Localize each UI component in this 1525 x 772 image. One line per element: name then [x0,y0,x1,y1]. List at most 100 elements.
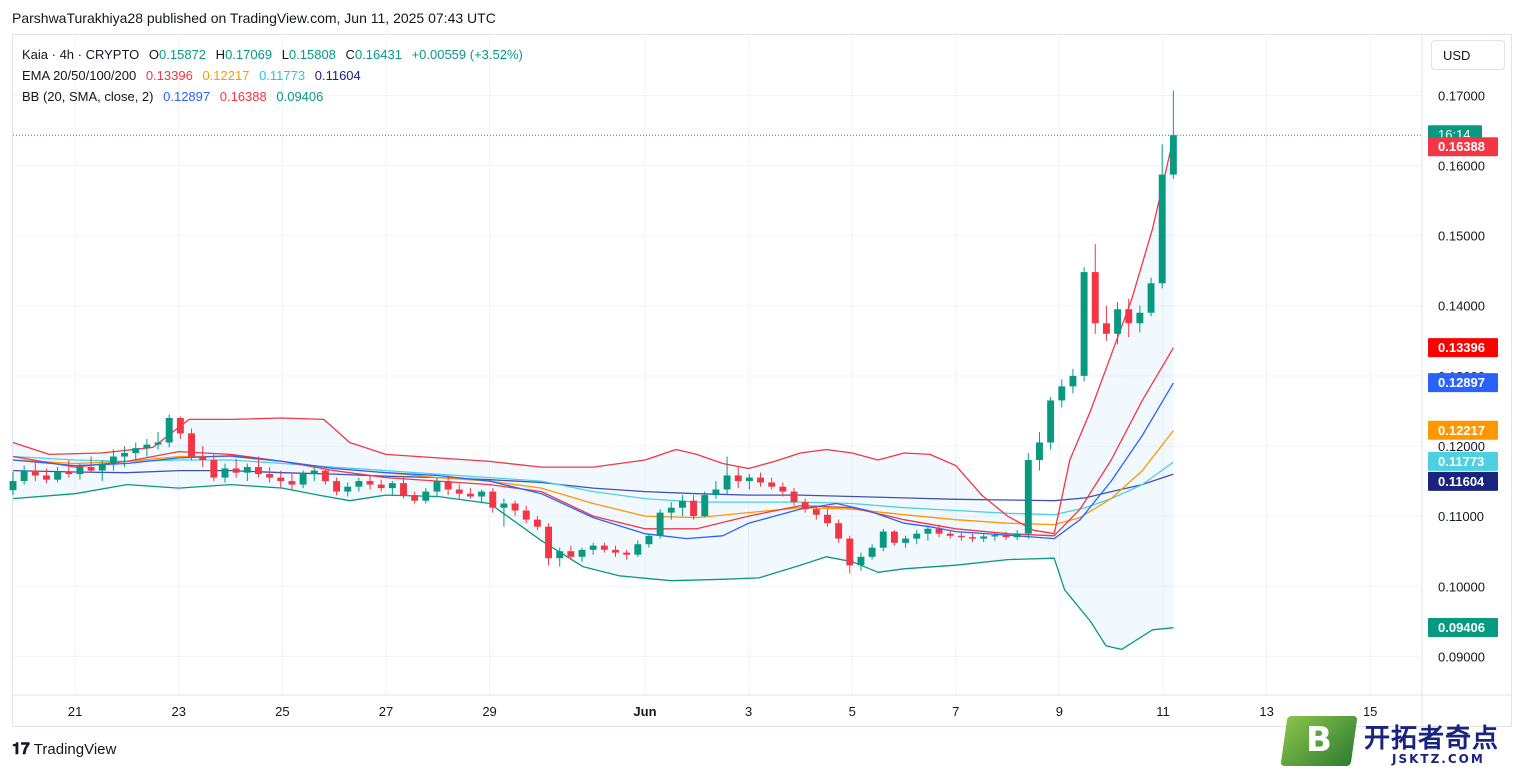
candle-body[interactable] [734,475,742,482]
candle-body[interactable] [1024,460,1032,534]
candle-body[interactable] [400,483,407,496]
candle-body[interactable] [310,470,318,475]
candle-body[interactable] [690,500,698,517]
candle-body[interactable] [43,475,50,480]
candle-body[interactable] [366,481,374,485]
candle-body[interactable] [824,514,831,524]
bb-label[interactable]: BB (20, SMA, close, 2) [22,89,154,104]
candle-body[interactable] [935,528,943,534]
candle-body[interactable] [656,512,664,536]
candle-body[interactable] [812,509,820,515]
candle-body[interactable] [31,470,39,476]
candle-body[interactable] [846,538,854,566]
candle-body[interactable] [1125,309,1133,324]
candle-body[interactable] [1091,272,1099,324]
candle-body[interactable] [20,470,28,482]
candle-body[interactable] [790,491,798,503]
candle-body[interactable] [1102,323,1110,334]
candle-body[interactable] [779,486,787,492]
candle-body[interactable] [98,463,106,471]
candle-body[interactable] [678,500,686,508]
candle-body[interactable] [589,545,597,550]
candle-body[interactable] [65,471,73,475]
candle-body[interactable] [835,523,843,539]
candle-body[interactable] [868,547,876,557]
candle-body[interactable] [1114,309,1122,334]
candle-body[interactable] [1158,174,1166,284]
tradingview-logo[interactable]: 𝟏𝟕 TradingView [12,741,116,759]
candle-body[interactable] [266,474,274,478]
candle-body[interactable] [76,467,84,475]
candle-body[interactable] [1047,400,1055,443]
candle-body[interactable] [466,493,474,497]
candle-body[interactable] [221,468,229,478]
candle-body[interactable] [1069,375,1077,387]
candle-body[interactable] [377,484,385,489]
candle-body[interactable] [645,535,653,545]
candle-body[interactable] [723,475,731,490]
candle-body[interactable] [1147,283,1155,313]
candle-body[interactable] [980,536,988,539]
candle-body[interactable] [489,491,497,508]
candle-body[interactable] [210,460,218,478]
candle-body[interactable] [1058,386,1066,401]
candle-body[interactable] [757,477,764,483]
candle-body[interactable] [879,531,887,548]
chart-frame[interactable] [12,34,1512,727]
candle-body[interactable] [388,483,396,489]
candle-body[interactable] [121,453,129,457]
candle-body[interactable] [612,549,619,553]
candle-body[interactable] [623,552,631,555]
candle-body[interactable] [321,470,329,482]
candle-body[interactable] [422,491,430,501]
candle-body[interactable] [165,417,173,443]
candle-body[interactable] [188,433,195,457]
candle-body[interactable] [924,528,932,534]
candle-body[interactable] [913,533,921,539]
candle-body[interactable] [333,481,341,492]
candle-body[interactable] [277,477,285,482]
candle-body[interactable] [255,467,262,475]
candle-body[interactable] [957,535,965,538]
candle-body[interactable] [545,526,553,559]
candle-body[interactable] [411,495,419,501]
candle-body[interactable] [500,503,508,508]
candle-body[interactable] [634,544,642,555]
candle-body[interactable] [533,519,541,527]
candle-body[interactable] [444,481,452,490]
candle-body[interactable] [522,510,530,520]
candle-body[interactable] [176,417,184,434]
candle-body[interactable] [1080,272,1088,376]
candle-body[interactable] [199,456,207,461]
candle-body[interactable] [902,538,910,543]
candle-body[interactable] [969,537,976,539]
candle-body[interactable] [801,502,809,510]
candle-body[interactable] [1013,533,1021,538]
candle-body[interactable] [143,444,151,449]
candle-body[interactable] [712,489,720,496]
candle-body[interactable] [1169,135,1177,175]
candle-body[interactable] [1036,442,1043,461]
candle-body[interactable] [1002,535,1010,538]
ema-label[interactable]: EMA 20/50/100/200 [22,68,137,83]
candle-body[interactable] [667,507,675,513]
candle-body[interactable] [1136,312,1144,324]
candle-body[interactable] [745,477,753,482]
candle-body[interactable] [701,495,709,517]
candle-body[interactable] [299,474,307,485]
candle-body[interactable] [890,531,898,543]
candle-body[interactable] [455,489,463,494]
candle-body[interactable] [132,448,140,454]
candle-body[interactable] [355,481,363,487]
candle-body[interactable] [478,491,486,497]
candle-body[interactable] [567,551,575,557]
candle-body[interactable] [511,503,519,511]
candle-body[interactable] [288,481,296,485]
candle-body[interactable] [991,535,999,537]
currency-selector[interactable]: USD [1431,40,1505,70]
candle-body[interactable] [768,482,776,487]
candle-body[interactable] [232,468,240,473]
candle-body[interactable] [344,486,352,492]
candle-body[interactable] [556,551,564,559]
